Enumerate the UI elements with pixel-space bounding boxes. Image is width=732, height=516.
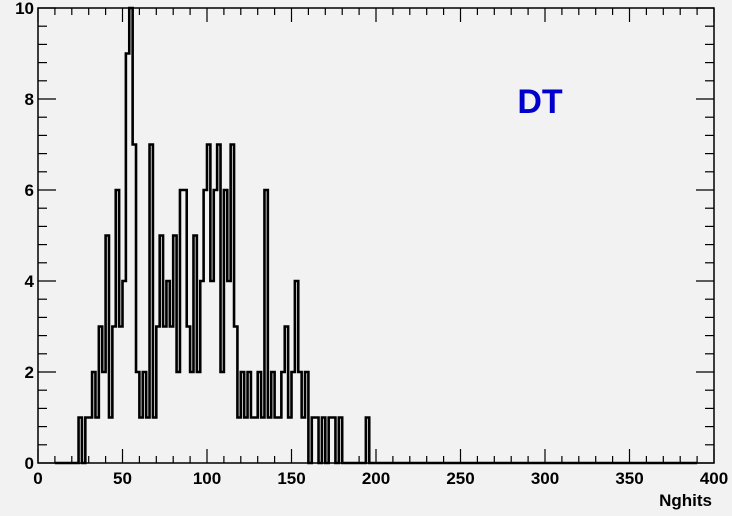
histogram-layer [54, 6, 698, 465]
x-tick-label: 200 [362, 469, 390, 488]
histogram-bin [200, 281, 203, 463]
histogram-bin [281, 372, 284, 463]
histogram-bin [133, 145, 136, 464]
y-tick-label: 10 [15, 0, 34, 18]
histogram-bin [258, 372, 261, 463]
x-tick-label: 150 [277, 469, 305, 488]
histogram-bin [298, 372, 301, 463]
histogram-bin [217, 145, 220, 464]
y-tick-label: 6 [25, 181, 34, 200]
histogram-bin [116, 190, 119, 463]
histogram-bin [112, 327, 115, 464]
histogram-bin [183, 190, 186, 463]
y-tick-label: 0 [25, 454, 34, 473]
histogram-bin [187, 327, 190, 464]
histogram-bin [268, 418, 271, 464]
histogram-bin [102, 372, 105, 463]
histogram-bin [224, 190, 227, 463]
histogram-bin [150, 145, 153, 464]
y-tick-label: 8 [25, 90, 34, 109]
histogram-bin [180, 190, 183, 463]
x-tick-label: 400 [700, 469, 728, 488]
histogram-bin [261, 418, 264, 464]
histogram-bin [366, 418, 369, 464]
histogram-bin [126, 54, 129, 464]
histogram-bin [119, 327, 122, 464]
histogram-bin [99, 327, 102, 464]
histogram-bin [275, 418, 278, 464]
histogram-bin [305, 372, 308, 463]
histogram-bin [207, 145, 210, 464]
histogram-bin [271, 372, 274, 463]
histogram-bin [329, 418, 332, 464]
histogram-bin [231, 145, 234, 464]
histogram-bin [248, 372, 251, 463]
histogram-bin [190, 372, 193, 463]
histogram-bin [210, 281, 213, 463]
histogram-bin [153, 418, 156, 464]
histogram-bin [288, 418, 291, 464]
y-tick-label: 4 [25, 272, 35, 291]
histogram-bin [234, 327, 237, 464]
histogram-bin [285, 327, 288, 464]
histogram-bin [143, 372, 146, 463]
histogram-bin [136, 372, 139, 463]
histogram-bin [241, 372, 244, 463]
histogram-bin [193, 236, 196, 464]
histogram-bin [332, 418, 335, 464]
x-tick-label: 50 [113, 469, 132, 488]
histogram-bin [156, 327, 159, 464]
histogram-bin [89, 418, 92, 464]
histogram-bin [254, 418, 257, 464]
histogram-bin [146, 418, 149, 464]
tick-labels-layer: 0 50 100 150 200 250 300 350 400 0 2 4 6 8 10 [15, 0, 728, 488]
histogram-bin [264, 190, 267, 463]
x-tick-label: 300 [531, 469, 559, 488]
histogram-bin [295, 281, 298, 463]
histogram-bin [302, 418, 305, 464]
x-tick-label: 100 [193, 469, 221, 488]
histogram-bin [315, 418, 318, 464]
histogram-bin [95, 418, 98, 464]
histogram-bin [312, 418, 315, 464]
y-tick-label: 2 [25, 363, 34, 382]
histogram-bin [109, 418, 112, 464]
histogram-bin [177, 372, 180, 463]
histogram-bin [227, 281, 230, 463]
histogram-bin [322, 418, 325, 464]
ticks-layer [37, 7, 715, 464]
histogram-bin [214, 190, 217, 463]
histogram-bin [123, 281, 126, 463]
histogram-bin [92, 372, 95, 463]
histogram-bin [173, 236, 176, 464]
histogram-bin [204, 190, 207, 463]
x-tick-label: 250 [446, 469, 474, 488]
histogram-bin [197, 372, 200, 463]
histogram-bin [237, 418, 240, 464]
histogram-bin [292, 372, 295, 463]
histogram-bin [251, 418, 254, 464]
histogram-bin [278, 418, 281, 464]
histogram-outline [54, 6, 698, 465]
histogram-bin [106, 236, 109, 464]
histogram-bin [79, 418, 82, 464]
histogram-bin [85, 418, 88, 464]
histogram-bin [139, 418, 142, 464]
x-axis-label: Nghits [659, 491, 712, 510]
histogram-bin [129, 8, 132, 463]
histogram-bin [166, 281, 169, 463]
x-tick-label: 350 [615, 469, 643, 488]
x-tick-label: 0 [33, 469, 42, 488]
histogram-bin [244, 418, 247, 464]
histogram-bin [221, 372, 224, 463]
histogram-bin [339, 418, 342, 464]
histogram-bin [170, 327, 173, 464]
annotation-label: DT [517, 83, 563, 121]
histogram-bin [160, 236, 163, 464]
histogram-bin [163, 327, 166, 464]
